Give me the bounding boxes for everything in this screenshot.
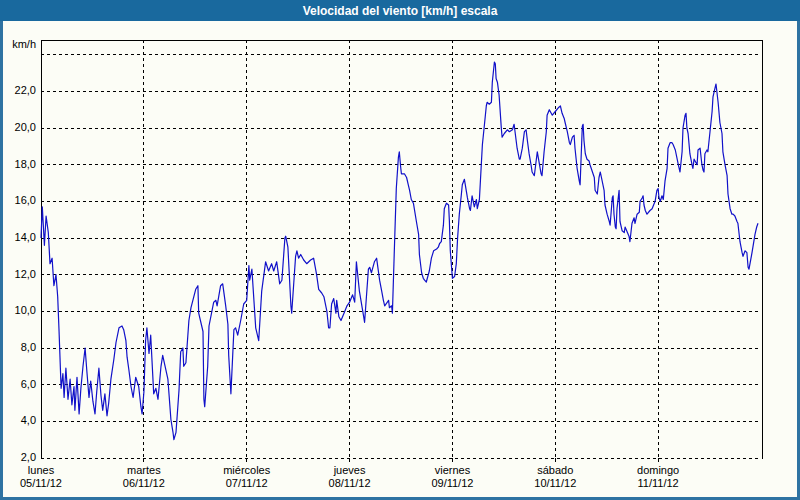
wind-speed-line xyxy=(41,62,758,440)
chart-canvas: km/h 2,0 4,0 6,0 8,0 10,0 12,0 14,0 16,0 18,0 20,… xyxy=(3,21,797,497)
day-name: lunes xyxy=(0,464,89,477)
y-tick-label: 6,0 xyxy=(3,378,36,391)
day-date: 05/11/12 xyxy=(0,477,89,490)
day-name: viernes xyxy=(404,464,500,477)
y-tick-label: 16,0 xyxy=(3,194,36,207)
y-axis-unit-label: km/h xyxy=(3,38,36,50)
day-date: 08/11/12 xyxy=(302,477,398,490)
day-date: 07/11/12 xyxy=(199,477,295,490)
day-name: sábado xyxy=(507,464,603,477)
y-tick-label: 10,0 xyxy=(3,304,36,317)
y-tick-label: 18,0 xyxy=(3,158,36,171)
x-day-label: miércoles07/11/12 xyxy=(199,464,295,490)
day-name: miércoles xyxy=(199,464,295,477)
day-name: jueves xyxy=(302,464,398,477)
day-date: 09/11/12 xyxy=(404,477,500,490)
plot-area xyxy=(41,40,761,464)
x-day-label: lunes05/11/12 xyxy=(0,464,89,490)
day-date: 11/11/12 xyxy=(610,477,706,490)
x-day-label: jueves08/11/12 xyxy=(302,464,398,490)
y-tick-label: 2,0 xyxy=(3,451,36,464)
x-day-label: viernes09/11/12 xyxy=(404,464,500,490)
x-day-label: domingo11/11/12 xyxy=(610,464,706,490)
day-name: domingo xyxy=(610,464,706,477)
chart-title: Velocidad del viento [km/h] escala xyxy=(303,4,498,18)
day-date: 06/11/12 xyxy=(96,477,192,490)
title-bar: Velocidad del viento [km/h] escala xyxy=(0,0,800,21)
day-name: martes xyxy=(96,464,192,477)
app-window: Velocidad del viento [km/h] escala km/h … xyxy=(0,0,800,500)
y-tick-label: 22,0 xyxy=(3,84,36,97)
y-tick-label: 4,0 xyxy=(3,414,36,427)
x-day-label: sábado10/11/12 xyxy=(507,464,603,490)
y-tick-label: 8,0 xyxy=(3,341,36,354)
y-tick-label: 12,0 xyxy=(3,268,36,281)
y-tick-label: 14,0 xyxy=(3,231,36,244)
x-day-label: martes06/11/12 xyxy=(96,464,192,490)
day-date: 10/11/12 xyxy=(507,477,603,490)
y-tick-label: 20,0 xyxy=(3,121,36,134)
